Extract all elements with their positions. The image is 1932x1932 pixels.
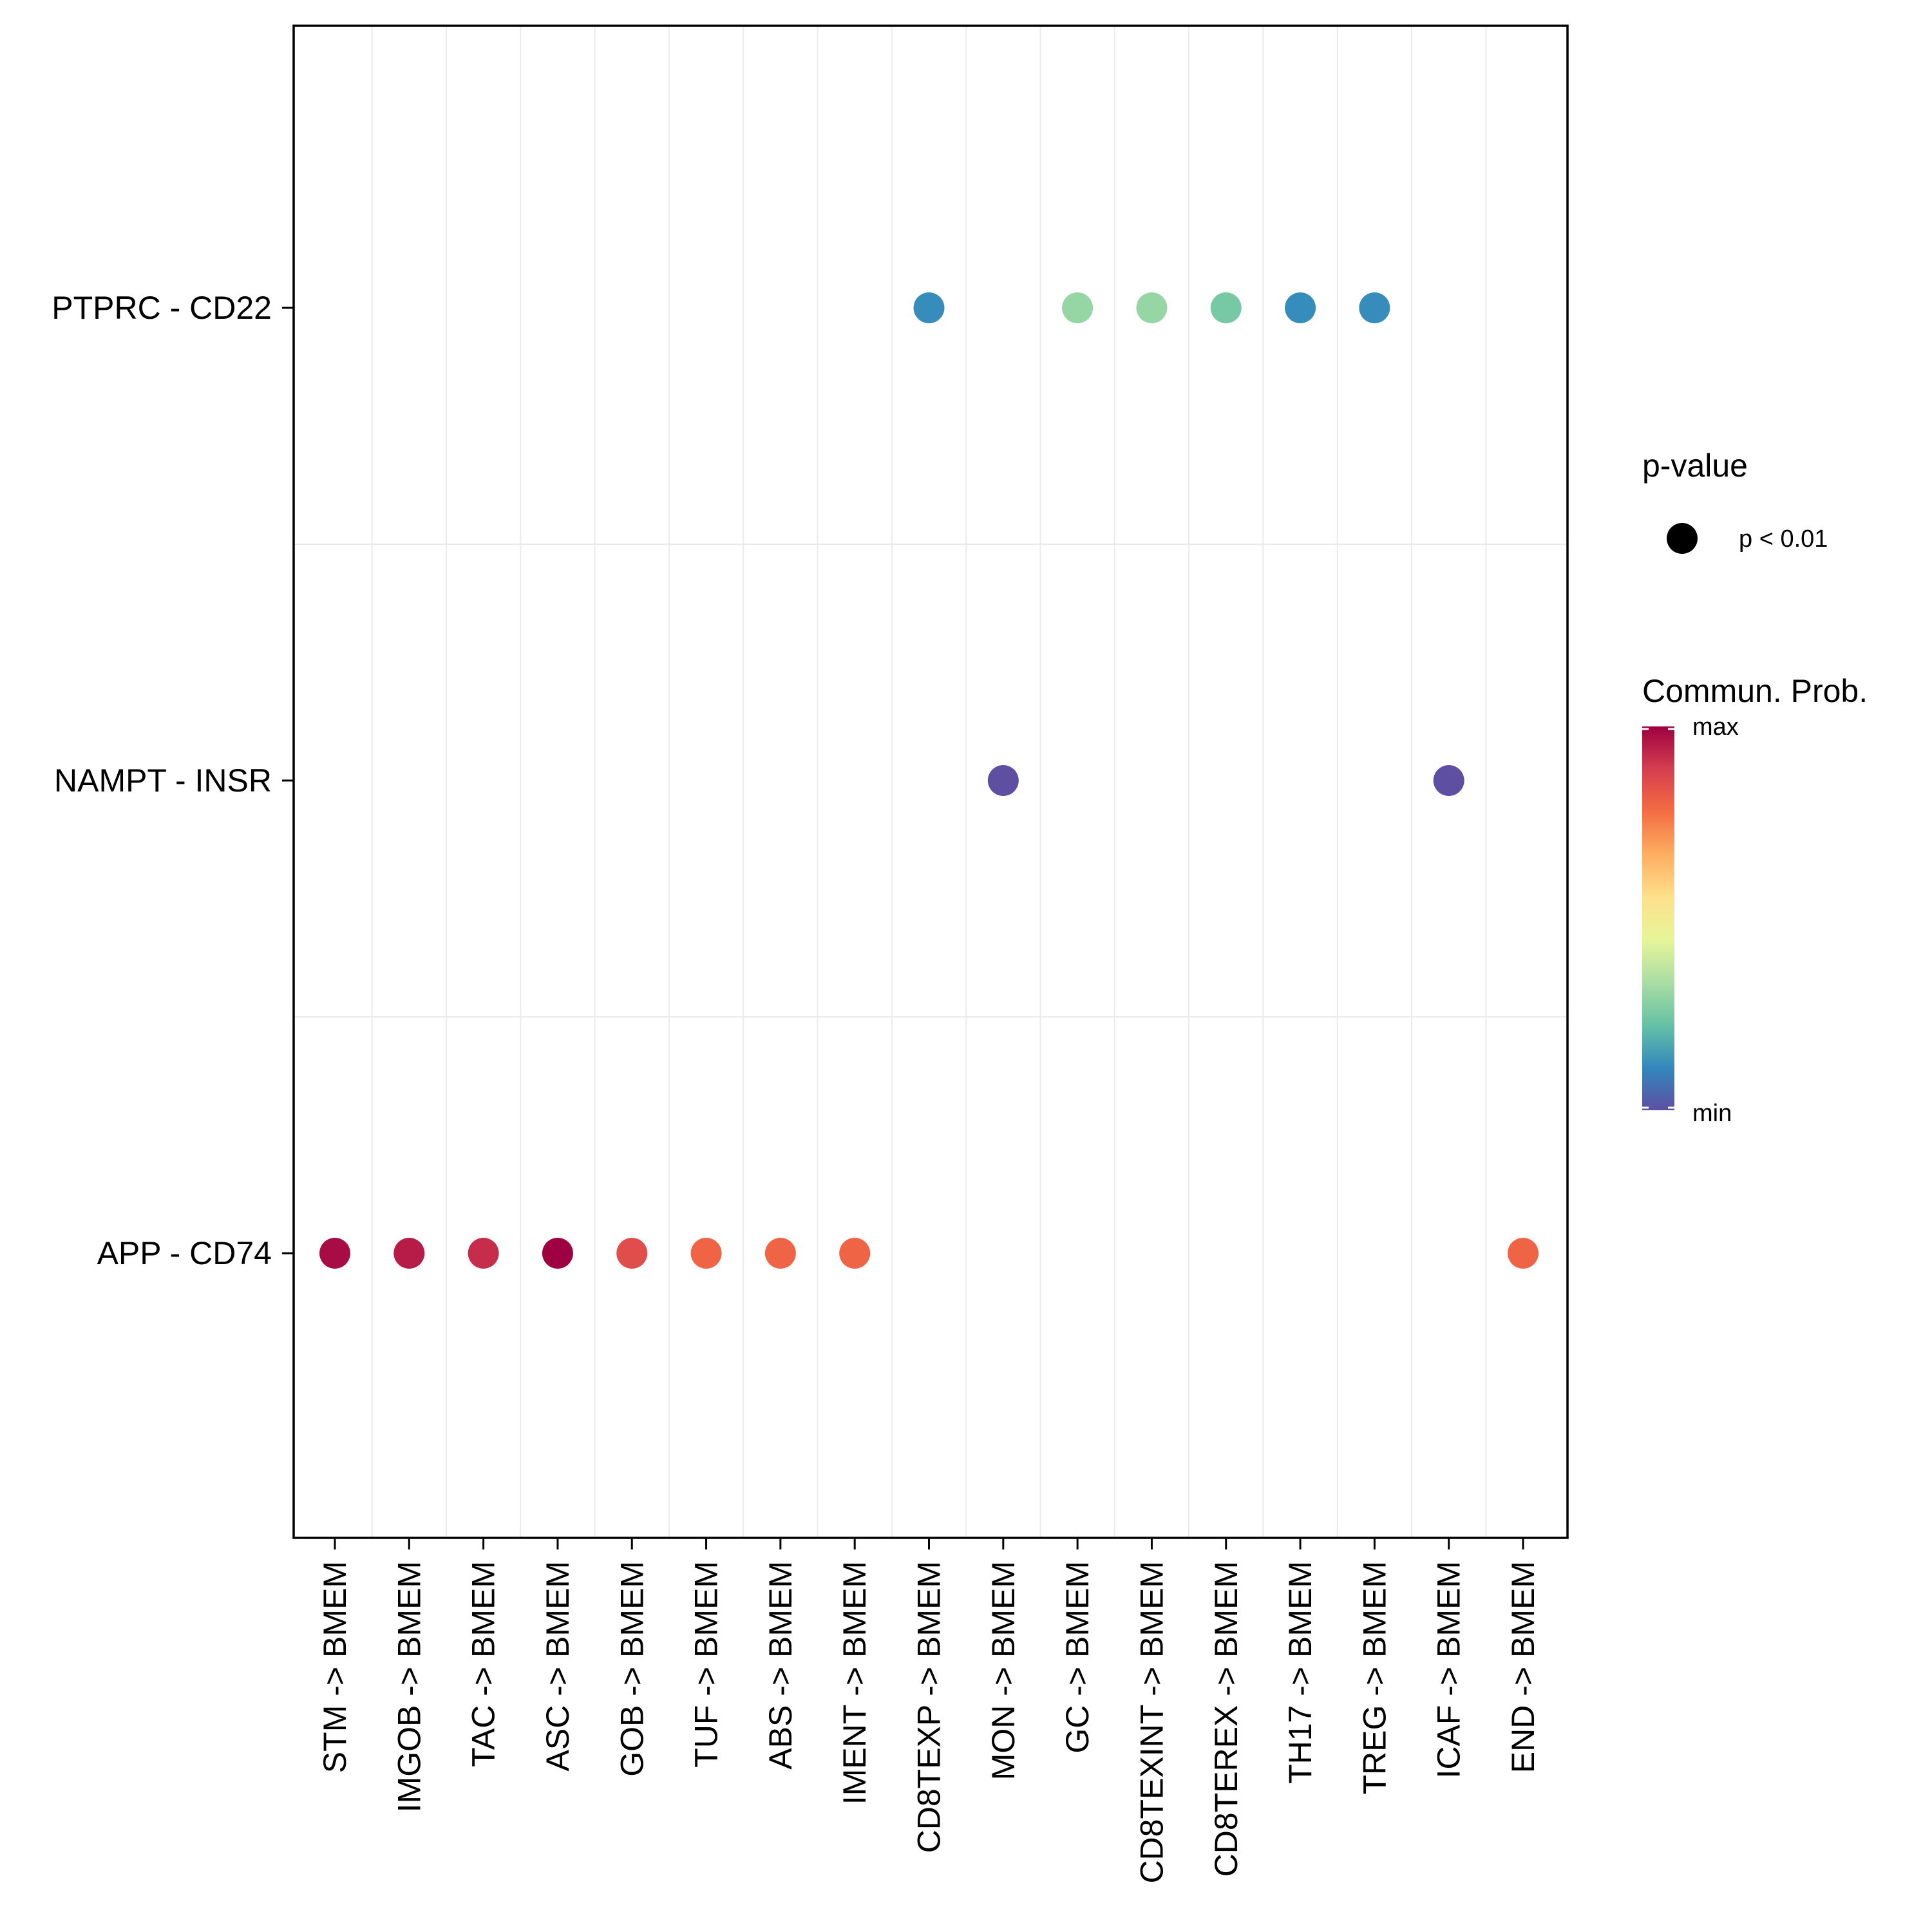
y-tick-label: NAMPT - INSR [54,762,272,799]
data-point [1062,292,1094,323]
data-point [764,1238,796,1269]
colorbar [1642,726,1674,1110]
data-point [839,1238,871,1269]
y-axis: APP - CD74 NAMPT - INSR PTPRC - CD22 [52,290,294,1271]
x-tick-label: ASC -> BMEM [540,1561,576,1771]
x-tick-label: END -> BMEM [1505,1561,1541,1773]
x-axis: STM -> BMEM IMGOB -> BMEM TAC -> BMEM ASC -… [317,1538,1541,1884]
colorbar-min-label: min [1692,1100,1732,1127]
data-point [542,1238,573,1269]
pvalue-legend-label: p < 0.01 [1739,526,1828,553]
x-tick-label: STM -> BMEM [317,1561,353,1773]
data-point [987,765,1019,796]
x-tick-label: IMENT -> BMEM [837,1561,873,1804]
data-point [1210,292,1242,323]
colorbar-title: Commun. Prob. [1642,673,1868,709]
data-point [1359,292,1390,323]
x-tick-label: CD8TEREX -> BMEM [1208,1561,1244,1877]
x-tick-label: CD8TEXINT -> BMEM [1133,1561,1170,1884]
plot-border [292,24,1569,1539]
x-tick-label: MON -> BMEM [985,1561,1021,1780]
x-tick-label: TH17 -> BMEM [1282,1561,1318,1784]
colorbar-max-label: max [1692,714,1739,741]
x-tick-label: GC -> BMEM [1059,1561,1095,1754]
legend: p-value p < 0.01 Commun. Prob. max min [1642,448,1868,1127]
pvalue-legend-title: p-value [1642,448,1748,484]
data-point [1433,765,1464,796]
data-point [393,1238,425,1269]
x-tick-label: CD8TEXP -> BMEM [911,1561,947,1853]
y-tick-label: PTPRC - CD22 [52,290,272,326]
x-tick-label: ICAF -> BMEM [1431,1561,1467,1779]
data-point [1136,292,1168,323]
x-tick-label: TAC -> BMEM [466,1561,502,1767]
pvalue-legend-symbol [1667,523,1698,554]
data-point [616,1238,648,1269]
data-points [319,292,1539,1269]
data-point [1285,292,1316,323]
x-tick-label: IMGOB -> BMEM [391,1561,427,1812]
x-tick-label: GOB -> BMEM [614,1561,650,1777]
data-point [690,1238,722,1269]
data-point [468,1238,499,1269]
gridlines [294,26,1567,1538]
x-tick-label: TREG -> BMEM [1356,1561,1392,1795]
data-point [1508,1238,1539,1269]
y-tick-label: APP - CD74 [97,1235,272,1271]
x-tick-label: ABS -> BMEM [762,1561,799,1770]
data-point [913,292,945,323]
x-tick-label: TUF -> BMEM [688,1561,724,1768]
data-point [319,1238,350,1269]
